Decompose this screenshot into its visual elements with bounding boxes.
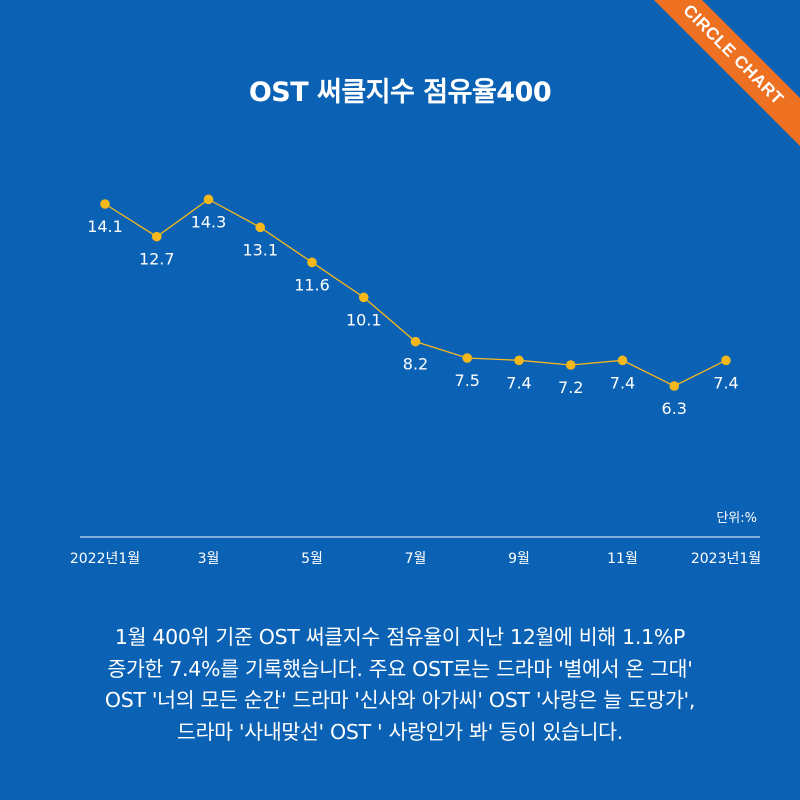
data-label: 7.4: [713, 373, 738, 392]
x-tick-label: 5월: [301, 551, 323, 567]
x-tick-label: 2023년1월: [691, 551, 761, 567]
description-line: 드라마 '사내맞선' OST ' 사랑인가 봐' 등이 있습니다.: [177, 719, 623, 744]
data-label: 7.2: [558, 378, 583, 397]
data-point: [617, 355, 628, 366]
chart-title: OST 써클지수 점유율400: [248, 77, 552, 108]
data-point: [410, 336, 421, 347]
data-label: 7.4: [610, 373, 635, 392]
data-label: 13.1: [242, 240, 278, 259]
line-chart: 14.1 12.7 14.3 13.1 11.6 10.1 8.2 7.5 7.4 7.2 7.4 6…: [70, 194, 761, 567]
description-line: 1월 400위 기준 OST 써클지수 점유율이 지난 12월에 비해 1.1%…: [114, 625, 686, 649]
data-point: [255, 222, 266, 233]
data-point: [358, 292, 369, 303]
data-point: [669, 381, 680, 391]
data-points: [100, 194, 731, 391]
description-line: 증가한 7.4%를 기록했습니다. 주요 OST로는 드라마 '별에서 온 그대…: [107, 656, 693, 681]
data-point: [203, 194, 214, 205]
data-point: [151, 231, 162, 242]
data-point: [721, 355, 731, 366]
data-label: 14.1: [87, 217, 123, 236]
x-tick-label: 11월: [607, 551, 638, 567]
data-label: 11.6: [294, 275, 330, 294]
description: 1월 400위 기준 OST 써클지수 점유율이 지난 12월에 비해 1.1%…: [30, 622, 770, 748]
unit-label: 단위:%: [716, 511, 757, 526]
x-tick-label: 9월: [508, 551, 530, 567]
data-label: 10.1: [346, 310, 382, 329]
x-tick-label: 2022년1월: [70, 551, 140, 567]
data-point: [100, 199, 110, 209]
data-label: 6.3: [662, 399, 687, 418]
x-tick-labels: 2022년1월 3월 5월 7월 9월 11월 2023년1월: [70, 551, 761, 567]
data-point: [565, 360, 576, 370]
data-point: [462, 353, 473, 363]
description-line: OST '너의 모든 순간' 드라마 '신사와 아가씨' OST '사랑은 늘 …: [104, 688, 696, 712]
x-tick-label: 3월: [198, 551, 220, 567]
data-label: 7.5: [455, 371, 480, 390]
data-label: 8.2: [403, 355, 428, 374]
data-label: 14.3: [191, 212, 227, 231]
data-label: 7.4: [506, 373, 531, 392]
data-point: [307, 257, 317, 268]
data-label: 12.7: [139, 250, 175, 269]
data-labels: 14.1 12.7 14.3 13.1 11.6 10.1 8.2 7.5 7.4 7.2 7.4 6…: [87, 212, 739, 418]
x-tick-label: 7월: [405, 551, 427, 567]
data-point: [514, 355, 524, 366]
